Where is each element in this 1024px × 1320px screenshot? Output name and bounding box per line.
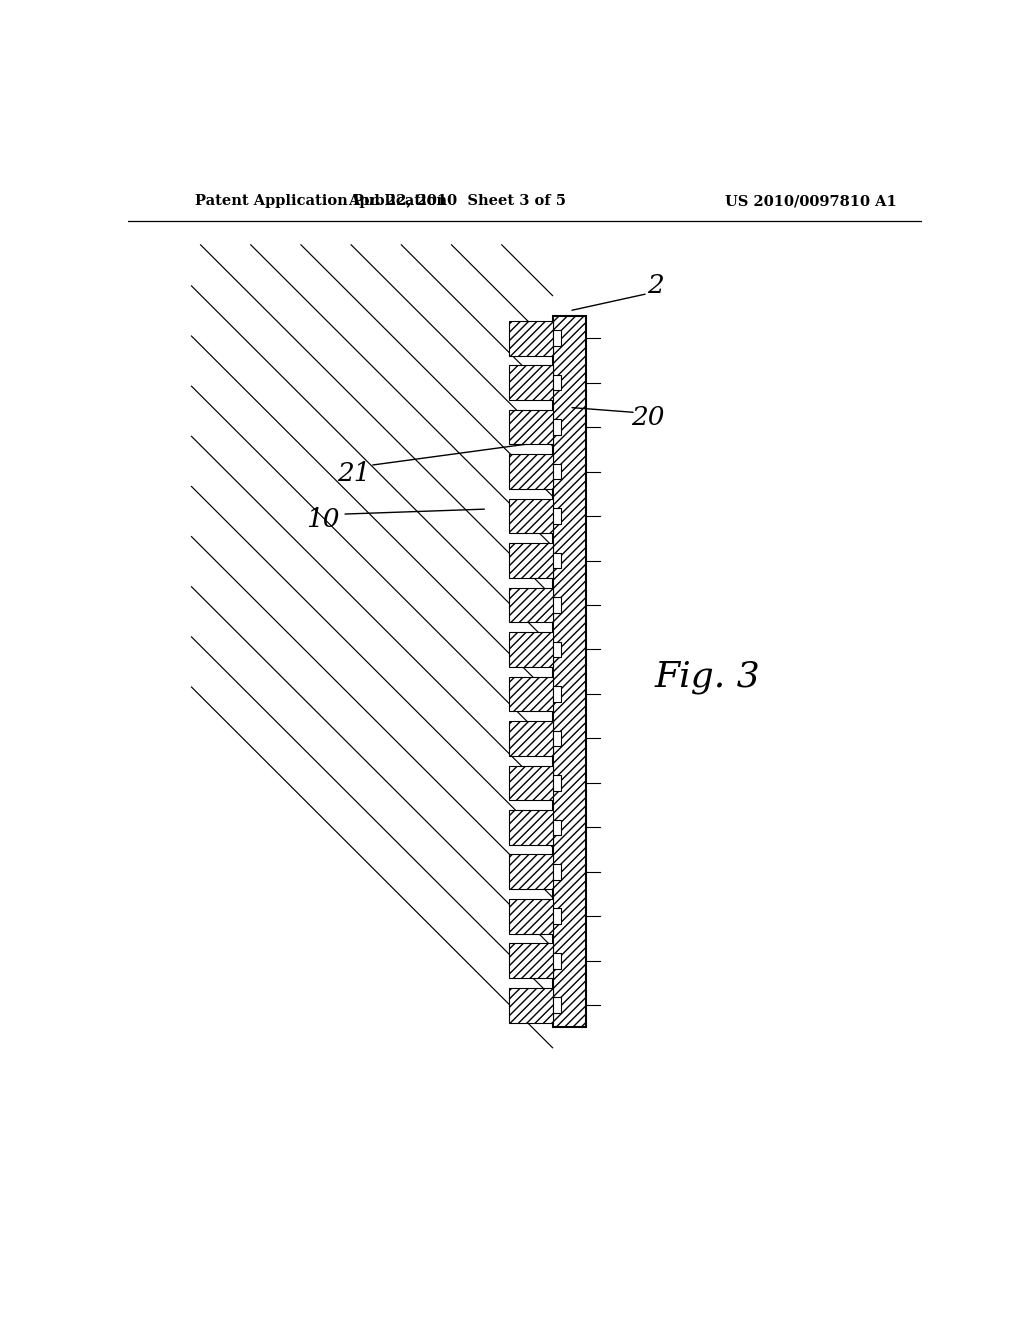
Bar <box>553 642 560 657</box>
Bar <box>509 632 553 667</box>
Bar <box>553 908 560 924</box>
Bar <box>553 597 560 612</box>
Bar <box>553 420 560 434</box>
Text: 10: 10 <box>306 507 339 532</box>
Bar <box>509 987 553 1023</box>
Bar <box>509 677 553 711</box>
Bar <box>553 998 560 1012</box>
Bar <box>553 463 560 479</box>
Bar <box>509 899 553 933</box>
Bar <box>553 820 560 836</box>
Bar <box>553 508 560 524</box>
Bar <box>509 499 553 533</box>
Text: Fig. 3: Fig. 3 <box>654 660 760 694</box>
Bar <box>509 854 553 890</box>
Bar <box>509 409 553 445</box>
Bar <box>509 321 553 355</box>
Bar <box>553 553 560 569</box>
Text: 21: 21 <box>338 461 371 486</box>
Bar <box>553 775 560 791</box>
Text: 20: 20 <box>631 405 665 430</box>
Bar <box>553 865 560 879</box>
Bar <box>509 721 553 756</box>
Bar <box>553 330 560 346</box>
Text: Apr. 22, 2010  Sheet 3 of 5: Apr. 22, 2010 Sheet 3 of 5 <box>348 194 566 209</box>
Bar <box>509 944 553 978</box>
Bar <box>553 375 560 391</box>
Bar <box>509 543 553 578</box>
Bar <box>509 810 553 845</box>
Bar <box>553 315 586 1027</box>
Text: US 2010/0097810 A1: US 2010/0097810 A1 <box>725 194 896 209</box>
Bar <box>553 730 560 746</box>
Bar <box>553 953 560 969</box>
Text: 2: 2 <box>647 273 665 298</box>
Bar <box>509 454 553 488</box>
Text: Patent Application Publication: Patent Application Publication <box>196 194 447 209</box>
Bar <box>509 587 553 622</box>
Bar <box>553 686 560 702</box>
Bar <box>509 366 553 400</box>
Bar <box>509 766 553 800</box>
